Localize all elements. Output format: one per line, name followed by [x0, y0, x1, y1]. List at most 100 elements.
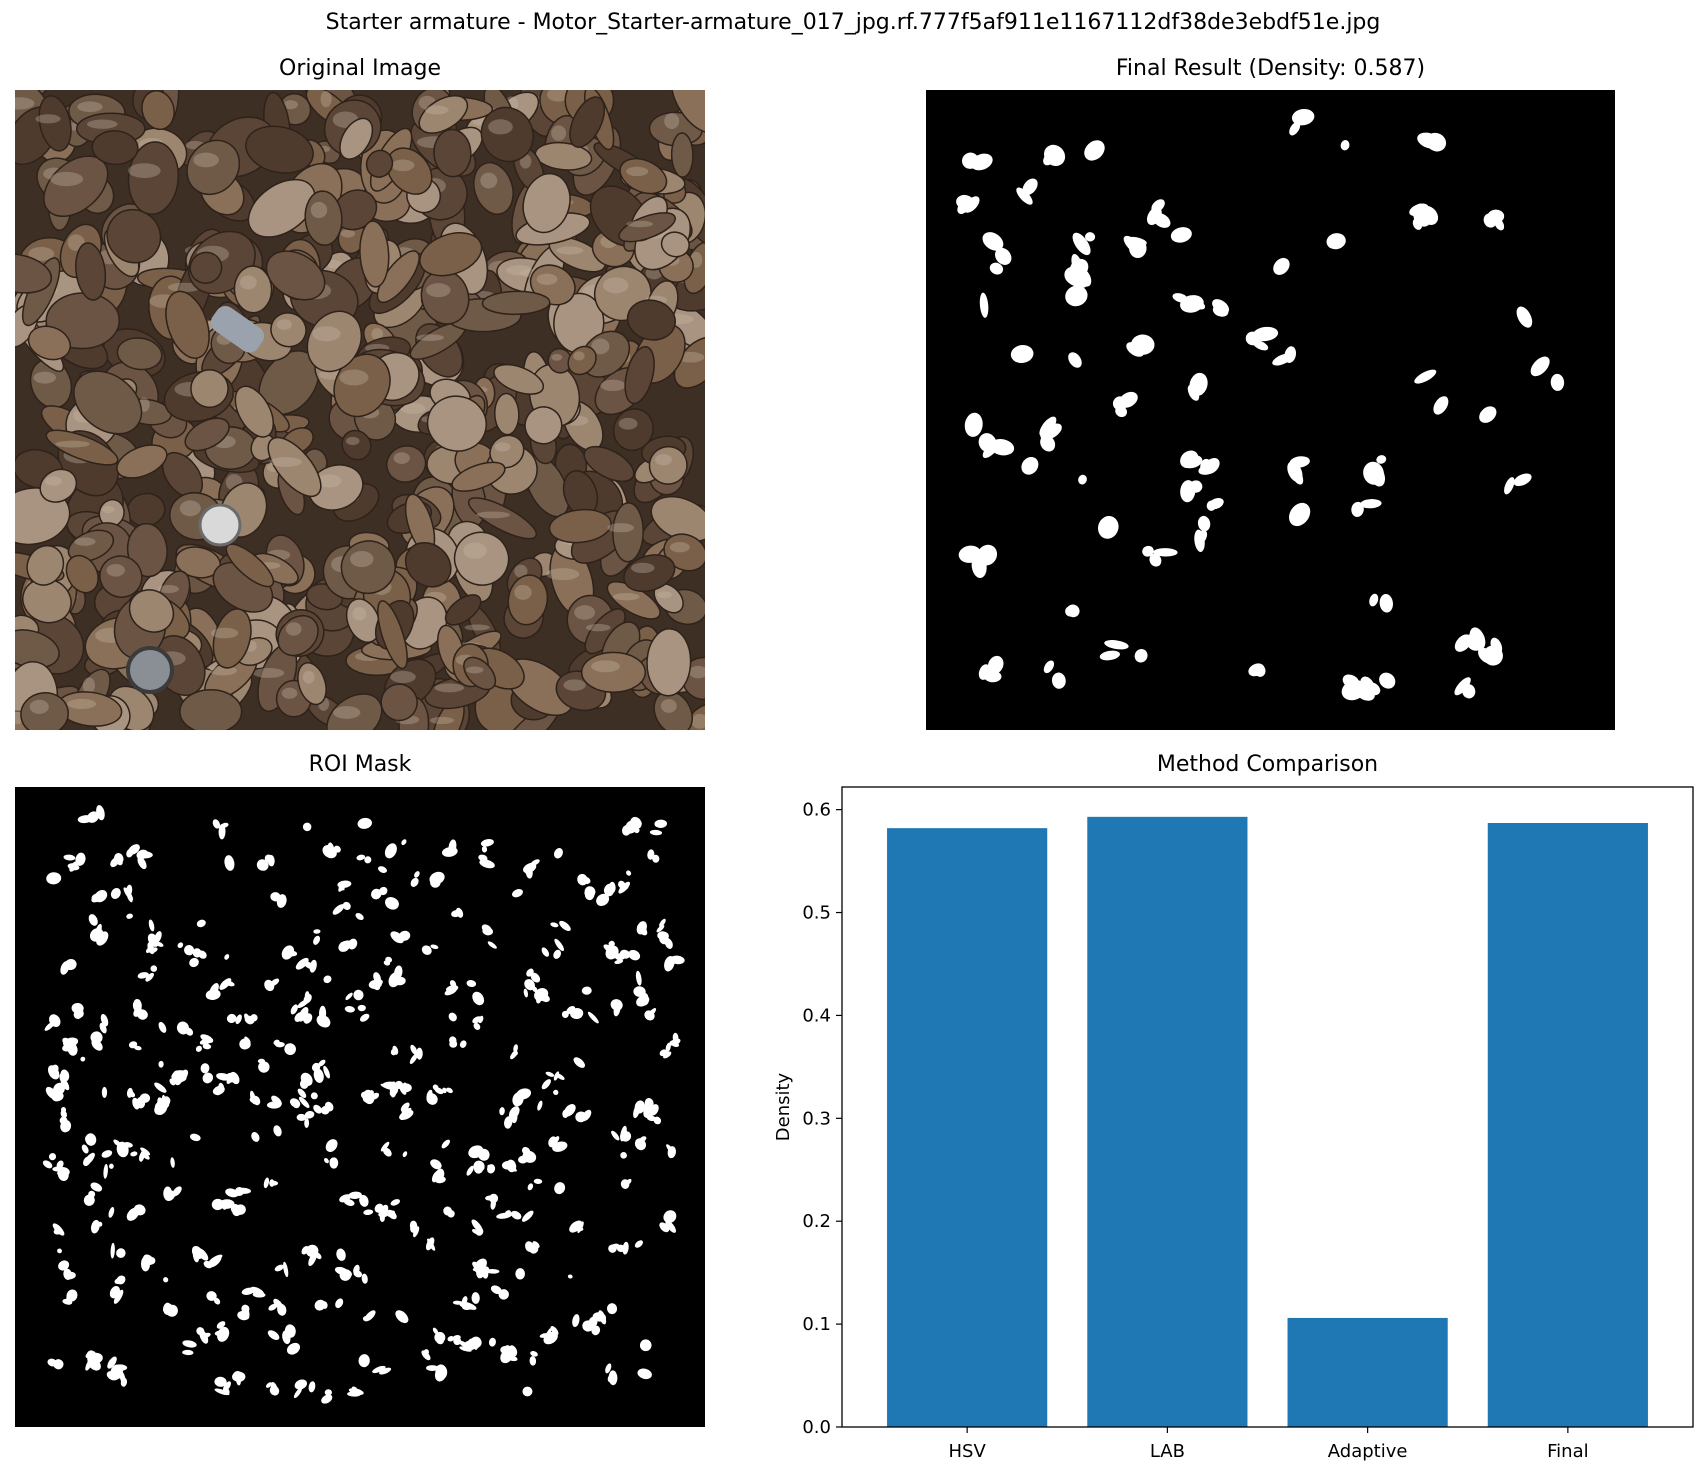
mask-blob [429, 871, 445, 885]
mask-blob [499, 1107, 505, 1116]
mask-blob [286, 1342, 301, 1355]
mask-blob [235, 1014, 242, 1025]
mask-blob [252, 1292, 266, 1298]
mask-blob [446, 1087, 453, 1094]
mask-blob [1426, 132, 1447, 152]
mask-blob [274, 1041, 285, 1048]
scrap-armature [270, 312, 307, 348]
mask-blob [327, 842, 335, 858]
scrap-highlight [310, 201, 328, 219]
mask-blob [197, 950, 207, 959]
mask-blob [302, 822, 312, 832]
scrap-highlight [426, 283, 451, 298]
mask-blob [225, 1188, 239, 1198]
mask-blob [324, 1389, 332, 1396]
mask-blob [620, 1179, 630, 1189]
scrap-highlight [276, 319, 292, 330]
scrap-highlight [106, 563, 125, 577]
scrap-highlight [391, 159, 415, 172]
scrap-armature [45, 429, 119, 466]
scrap-armature [385, 445, 427, 483]
x-axis-ticks: HSV LAB Adaptive Final [949, 1427, 1589, 1462]
scrap-highlight [547, 90, 570, 102]
scrap-highlight [102, 505, 115, 514]
mask-blob [524, 979, 535, 991]
roi-mask-title: ROI Mask [308, 752, 412, 777]
scrap-armature [359, 220, 390, 288]
mask-blob [1068, 352, 1082, 368]
mask-blob [488, 1337, 496, 1347]
scrap-highlight [240, 275, 257, 290]
mask-blob [379, 886, 388, 896]
mask-blob [46, 872, 62, 885]
mask-blob [1326, 233, 1346, 250]
mask-blob [1469, 627, 1486, 650]
scrap-armature [212, 608, 252, 669]
mask-blob [224, 980, 235, 987]
mask-blob [94, 890, 108, 903]
mask-blob [216, 1321, 226, 1329]
mask-blob [657, 931, 669, 941]
mask-blob [1182, 455, 1203, 469]
mask-blob [323, 1065, 331, 1079]
mask-blob [1016, 187, 1033, 205]
scrap-armature [365, 149, 394, 178]
mask-blob [636, 995, 650, 1007]
scrap-armature [580, 651, 647, 693]
mask-blob [533, 1178, 543, 1184]
mask-blob [567, 1274, 573, 1279]
mask-blob [512, 889, 523, 898]
mask-blob [398, 930, 411, 941]
mask-blob [53, 1359, 64, 1370]
scrap-highlight [655, 454, 672, 466]
mask-blob [147, 1256, 156, 1265]
mask-blob [81, 1144, 89, 1154]
mask-blob [225, 1072, 236, 1083]
mask-blob [140, 1147, 151, 1156]
mask-blob [1289, 121, 1301, 136]
mask-blob [472, 991, 485, 1006]
chart-title: Method Comparison [1156, 752, 1379, 777]
scrap-highlight [67, 698, 97, 710]
mask-blob [523, 988, 529, 998]
mask-blob [189, 957, 199, 968]
mask-blob [637, 924, 648, 936]
mask-blob [304, 1118, 310, 1129]
mask-blob [421, 945, 432, 955]
mask-blob [137, 856, 147, 870]
scrap-highlight [664, 113, 680, 129]
mask-blob [289, 1098, 301, 1108]
mask-blob [1363, 681, 1381, 696]
mask-blob [200, 1034, 214, 1043]
mask-blob [166, 1304, 178, 1317]
mask-blob [1273, 257, 1290, 275]
mask-blob [90, 1182, 103, 1192]
mask-blob [1550, 373, 1565, 391]
mask-blob [982, 232, 1004, 251]
scrap-highlight [603, 277, 629, 294]
mask-blob [596, 893, 610, 907]
mask-blob [372, 1365, 386, 1374]
original-image [15, 90, 705, 730]
mask-blob [334, 1266, 349, 1275]
mask-blob [1170, 227, 1192, 243]
mask-blob [116, 1248, 126, 1258]
mask-blob [214, 1388, 230, 1396]
scrap-armature [126, 522, 168, 578]
mask-blob [297, 1088, 307, 1098]
mask-blob [478, 1015, 484, 1024]
mask-blob [613, 1003, 621, 1017]
mask-blob [553, 949, 562, 959]
mask-blob [639, 1339, 652, 1352]
mask-blob [1104, 640, 1129, 650]
mask-blob [101, 1150, 113, 1158]
mask-blob [1504, 477, 1515, 495]
mask-blob [489, 1193, 499, 1204]
mask-blob [479, 859, 495, 869]
mask-blob [53, 1082, 65, 1096]
mask-blob [500, 1348, 514, 1364]
mask-blob [195, 1045, 202, 1052]
mask-blob [665, 1042, 671, 1053]
scrap-armature [165, 290, 210, 359]
mask-blob [1479, 406, 1497, 423]
